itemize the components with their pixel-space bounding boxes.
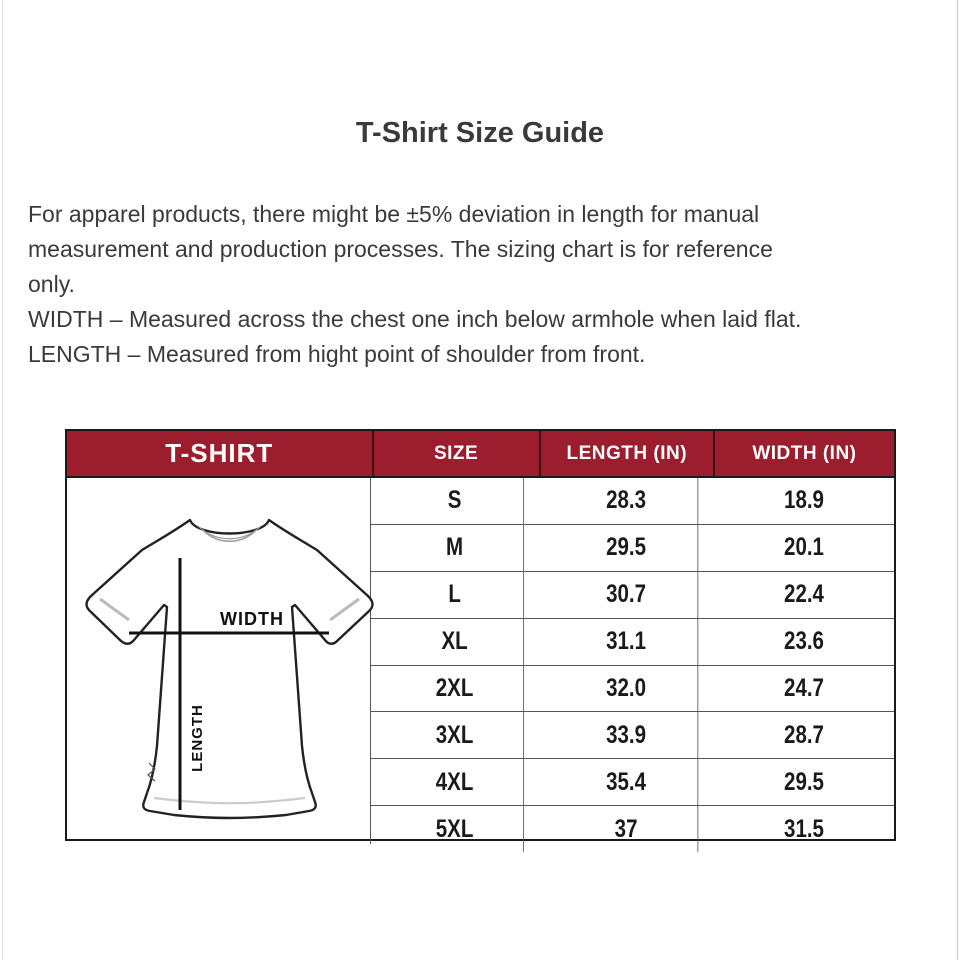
svg-text:LENGTH: LENGTH xyxy=(189,704,206,772)
svg-text:WIDTH: WIDTH xyxy=(220,609,284,629)
